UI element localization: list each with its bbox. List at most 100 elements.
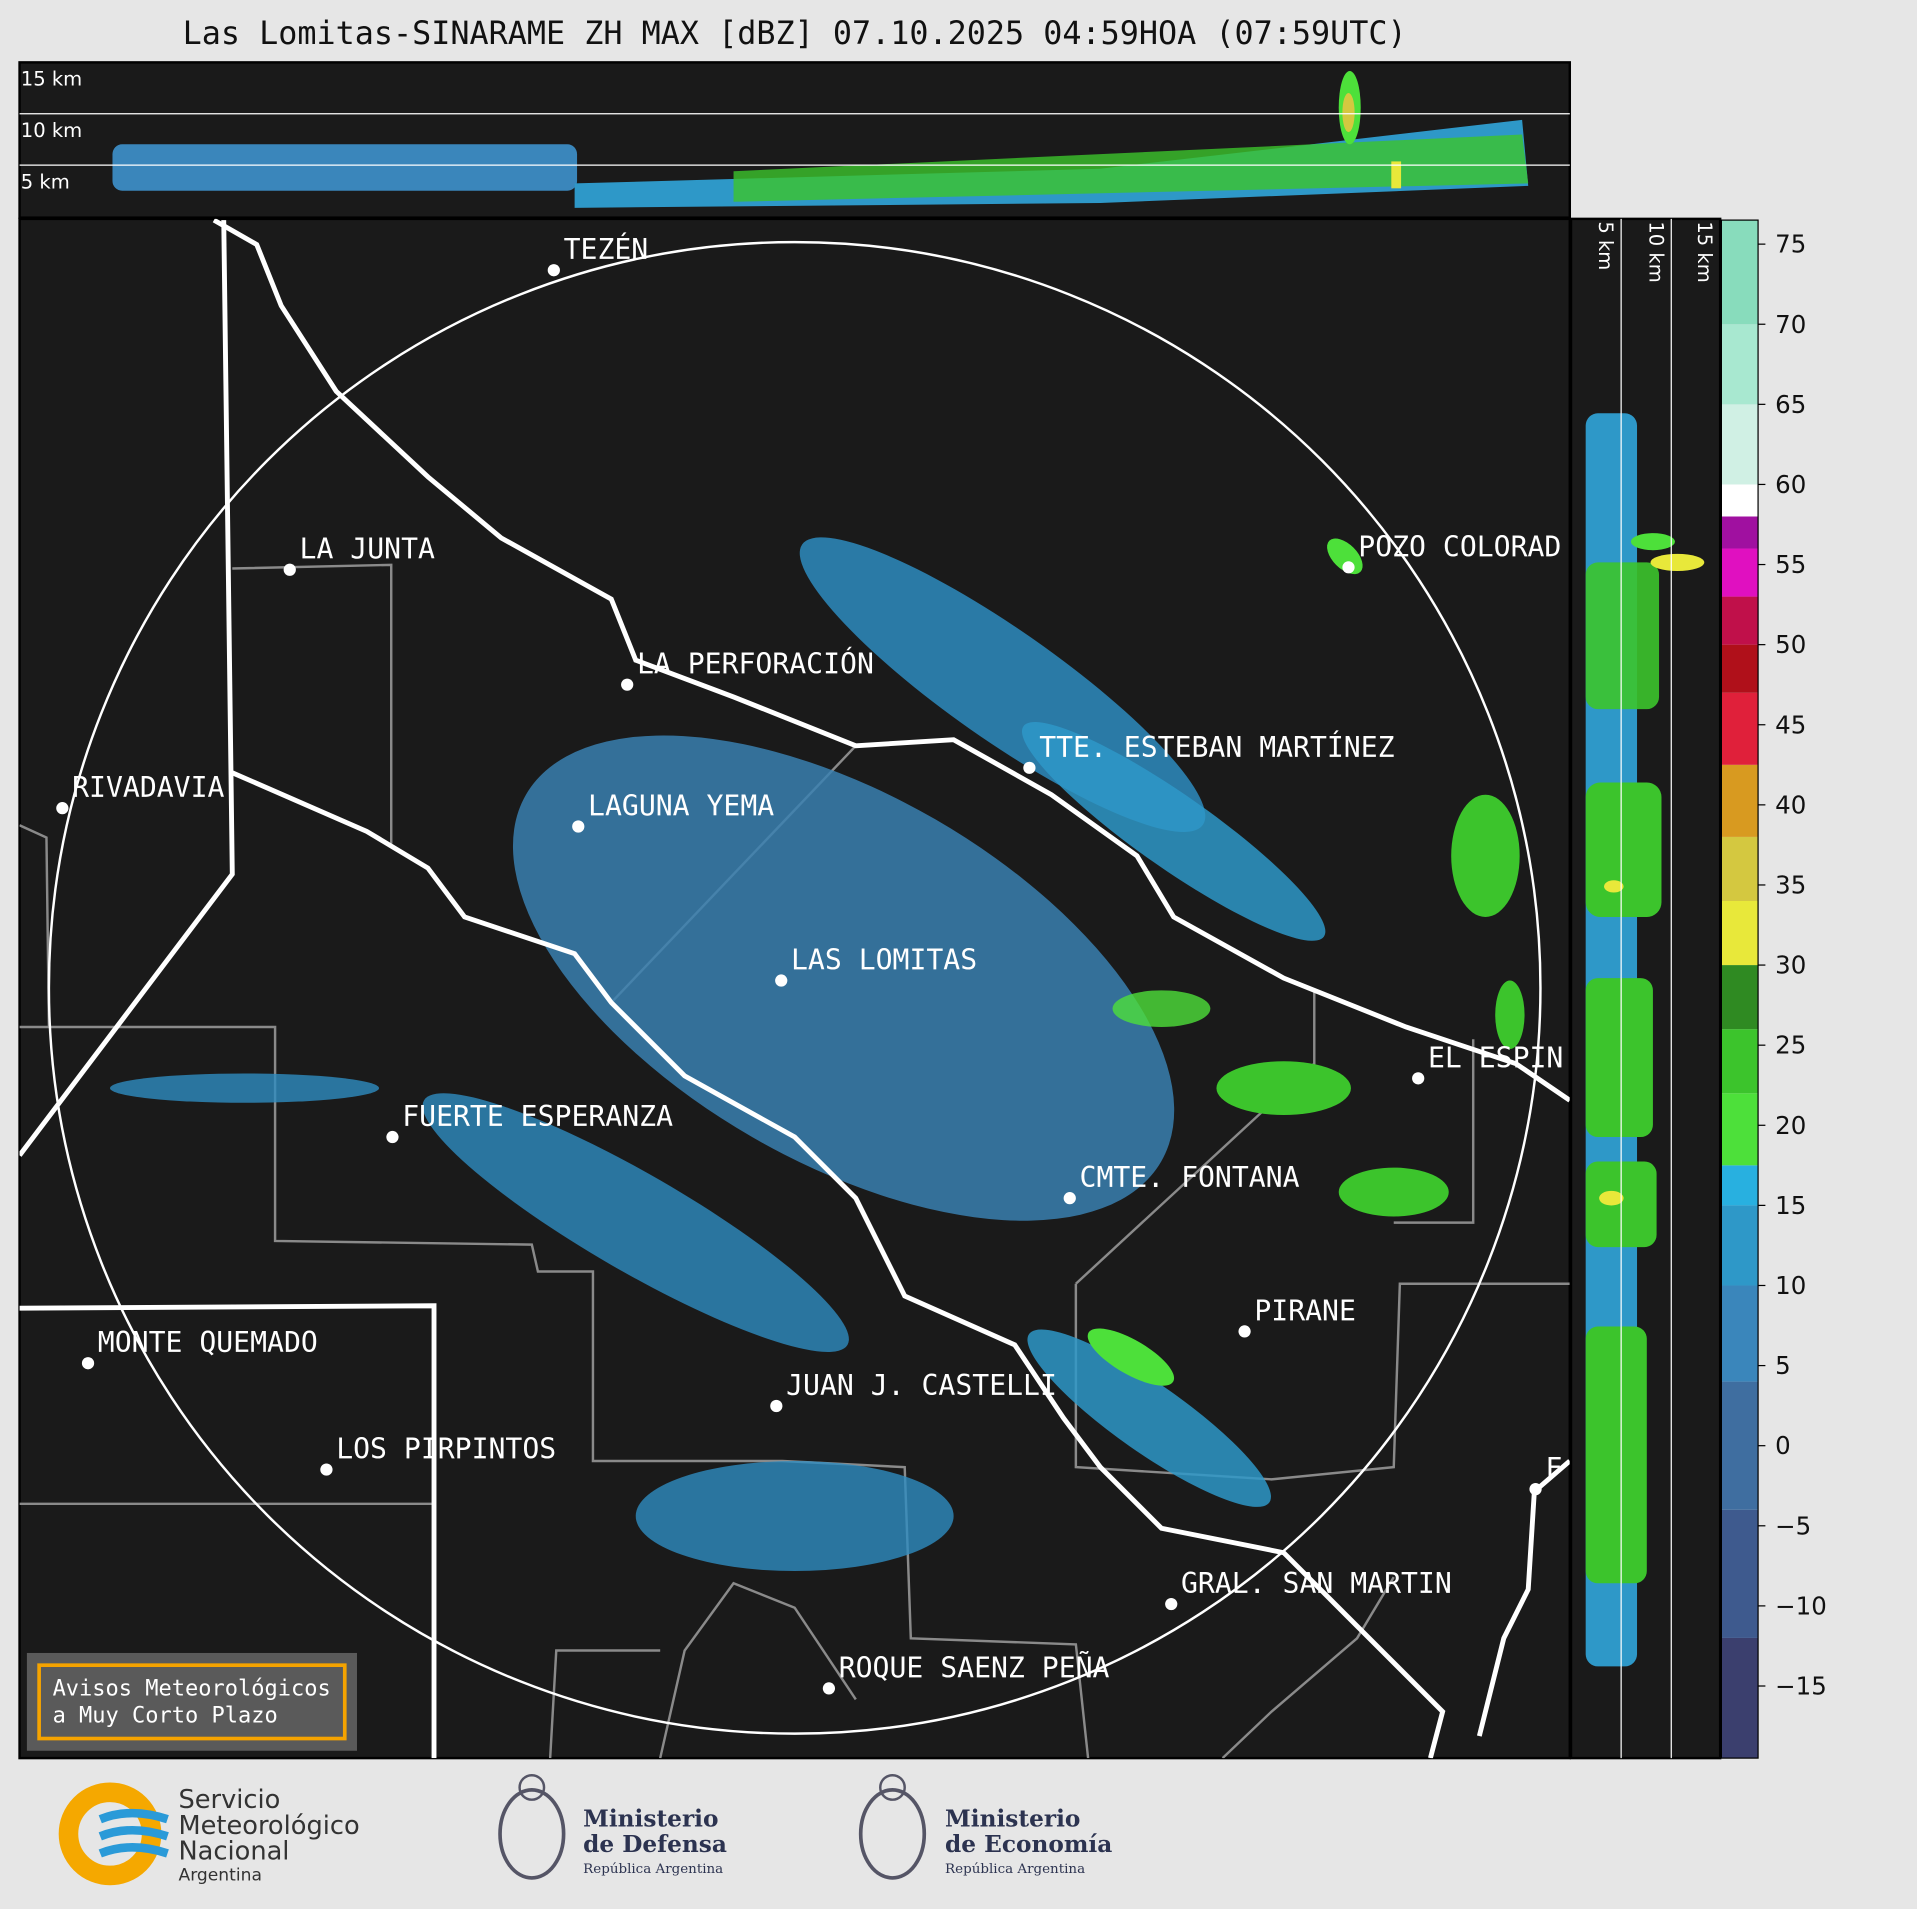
logo-text: Meteorológico bbox=[178, 1811, 359, 1841]
colorbar-tick-label: −10 bbox=[1775, 1591, 1827, 1620]
colorbar-band bbox=[1721, 484, 1759, 517]
logo-text: Ministerio bbox=[583, 1806, 718, 1833]
logo-economia: Ministerio de Economía República Argenti… bbox=[858, 1773, 1112, 1880]
logo-text: de Economía bbox=[945, 1831, 1112, 1858]
logo-text: Servicio bbox=[178, 1785, 280, 1815]
colorbar-band bbox=[1721, 516, 1759, 549]
places: TEZÉN LA JUNTA LA PERFORACIÓN RIVADAVIA LAGU… bbox=[56, 232, 1563, 1695]
place-label: GRAL. SAN MARTIN bbox=[1181, 1567, 1452, 1600]
colorbar-band bbox=[1721, 1093, 1759, 1166]
top-echo bbox=[112, 70, 1529, 208]
colorbar-tick-label: 45 bbox=[1775, 710, 1806, 739]
colorbar-tick-label: 5 bbox=[1775, 1351, 1791, 1380]
place-dot bbox=[386, 1130, 399, 1144]
place-label: POZO COLORAD bbox=[1358, 530, 1561, 563]
colorbar-band bbox=[1721, 404, 1759, 485]
place-dot bbox=[775, 974, 788, 987]
height-label: 10 km bbox=[21, 119, 82, 142]
colorbar-tick-label: 40 bbox=[1775, 790, 1806, 819]
place-label: ROQUE SAENZ PEÑA bbox=[839, 1650, 1110, 1684]
height-label: 15 km bbox=[21, 68, 82, 91]
place-label: RIVADAVIA bbox=[72, 771, 224, 804]
place-dot bbox=[572, 820, 585, 833]
colorbar-tick-label: 75 bbox=[1775, 230, 1806, 259]
place-label: TEZÉN bbox=[564, 232, 649, 266]
height-label: 15 km bbox=[1693, 221, 1716, 282]
colorbar: −15 −10 −5 0 5 10 15 20 25 30 35 40 45 50 55 60 65 70 75 bbox=[1721, 220, 1827, 1759]
side-echo bbox=[1585, 413, 1705, 1667]
colorbar-band bbox=[1721, 1205, 1759, 1286]
colorbar-band bbox=[1721, 644, 1759, 693]
colorbar-band bbox=[1721, 764, 1759, 837]
notice-border bbox=[37, 1663, 347, 1741]
place-dot bbox=[1165, 1597, 1178, 1611]
place-label: LA PERFORACIÓN bbox=[637, 647, 874, 681]
notice-text: Avisos Meteorológicos bbox=[53, 1677, 331, 1702]
height-label: 5 km bbox=[21, 170, 70, 193]
colorbar-tick-label: 70 bbox=[1775, 310, 1806, 339]
colorbar-tick-label: 50 bbox=[1775, 630, 1806, 659]
place-dot bbox=[621, 678, 634, 691]
colorbar-tick-label: 25 bbox=[1775, 1031, 1806, 1060]
logo-text: República Argentina bbox=[583, 1862, 723, 1877]
notice-text: a Muy Corto Plazo bbox=[53, 1704, 278, 1729]
echoes bbox=[110, 537, 1525, 1572]
colorbar-band bbox=[1721, 1285, 1759, 1382]
place-label: PIRANE bbox=[1254, 1294, 1356, 1327]
place-label: MONTE QUEMADO bbox=[98, 1326, 318, 1359]
logo-defensa: Ministerio de Defensa República Argentin… bbox=[498, 1773, 727, 1880]
colorbar-band bbox=[1721, 548, 1759, 597]
colorbar-tick-label: 10 bbox=[1775, 1271, 1806, 1300]
place-dot bbox=[1238, 1325, 1251, 1338]
colorbar-band bbox=[1721, 324, 1759, 405]
place-dot bbox=[770, 1399, 783, 1413]
map-content: TEZÉN LA JUNTA LA PERFORACIÓN RIVADAVIA LAGU… bbox=[19, 218, 1570, 1759]
place-dot bbox=[81, 1357, 95, 1370]
place-label: EL ESPIN bbox=[1428, 1041, 1563, 1074]
colorbar-tick-label: 35 bbox=[1775, 871, 1806, 900]
colorbar-tick-label: 65 bbox=[1775, 390, 1806, 419]
colorbar-tick-label: 20 bbox=[1775, 1111, 1806, 1140]
colorbar-tick-label: 55 bbox=[1775, 550, 1806, 579]
place-dot bbox=[56, 802, 69, 815]
place-label: CMTE. FONTANA bbox=[1080, 1161, 1300, 1194]
colorbar-band bbox=[1721, 692, 1759, 765]
place-dot bbox=[283, 563, 296, 576]
colorbar-band bbox=[1721, 1165, 1759, 1206]
logo-text: Nacional bbox=[178, 1837, 289, 1867]
title: Las Lomitas-SINARAME ZH MAX [dBZ] 07.10.… bbox=[183, 16, 1407, 52]
colorbar-tick-label: 15 bbox=[1775, 1191, 1806, 1220]
colorbar-band bbox=[1721, 1509, 1759, 1638]
colorbar-frame bbox=[1720, 219, 1759, 1759]
logo-text: República Argentina bbox=[945, 1862, 1085, 1877]
logo-text: Argentina bbox=[178, 1865, 261, 1885]
colorbar-band bbox=[1721, 1029, 1759, 1094]
place-label: FUERTE ESPERANZA bbox=[402, 1100, 673, 1133]
height-label: 10 km bbox=[1644, 221, 1667, 282]
colorbar-band bbox=[1721, 596, 1759, 645]
colorbar-band bbox=[1721, 836, 1759, 901]
place-label: F bbox=[1545, 1452, 1562, 1485]
colorbar-tick-label: 60 bbox=[1775, 470, 1806, 499]
colorbar-band bbox=[1721, 1381, 1759, 1510]
place-label: LAS LOMITAS bbox=[791, 944, 977, 977]
height-label: 5 km bbox=[1594, 221, 1617, 270]
place-dot bbox=[1063, 1192, 1076, 1205]
range-ring bbox=[47, 240, 1542, 1735]
logo-text: Ministerio bbox=[945, 1806, 1080, 1833]
place-label: TTE. ESTEBAN MARTÍNEZ bbox=[1039, 730, 1394, 764]
place-dot bbox=[1342, 561, 1355, 574]
logo-text: de Defensa bbox=[583, 1831, 727, 1858]
place-label: LA JUNTA bbox=[300, 533, 435, 566]
place-label: JUAN J. CASTELLI bbox=[786, 1369, 1057, 1402]
place-dot bbox=[1412, 1072, 1425, 1085]
colorbar-tick-label: −5 bbox=[1775, 1511, 1811, 1540]
place-dot bbox=[822, 1682, 836, 1695]
colorbar-tick-label: −15 bbox=[1775, 1672, 1827, 1701]
colorbar-band bbox=[1721, 1637, 1759, 1759]
colorbar-tick-label: 30 bbox=[1775, 951, 1806, 980]
place-label: LOS PIRPINTOS bbox=[336, 1433, 556, 1466]
logo-smn: Servicio Meteorológico Nacional Argentin… bbox=[58, 1782, 360, 1885]
